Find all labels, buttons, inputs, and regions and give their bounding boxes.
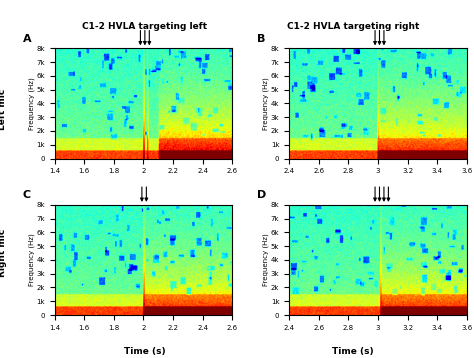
Text: C1-2 HVLA targeting left: C1-2 HVLA targeting left xyxy=(82,22,207,32)
Text: C1-2 HVLA targeting right: C1-2 HVLA targeting right xyxy=(287,22,419,32)
Text: D: D xyxy=(257,190,266,200)
Text: Left mic: Left mic xyxy=(0,88,7,130)
Text: B: B xyxy=(257,34,265,44)
Y-axis label: Frequency (Hz): Frequency (Hz) xyxy=(28,77,35,130)
Text: Time (s): Time (s) xyxy=(124,347,165,357)
Y-axis label: Frequency (Hz): Frequency (Hz) xyxy=(263,77,269,130)
Text: C: C xyxy=(23,190,31,200)
Text: Right mic: Right mic xyxy=(0,228,7,276)
Y-axis label: Frequency (Hz): Frequency (Hz) xyxy=(28,233,35,286)
Text: A: A xyxy=(23,34,31,44)
Y-axis label: Frequency (Hz): Frequency (Hz) xyxy=(263,233,269,286)
Text: Time (s): Time (s) xyxy=(332,347,374,357)
